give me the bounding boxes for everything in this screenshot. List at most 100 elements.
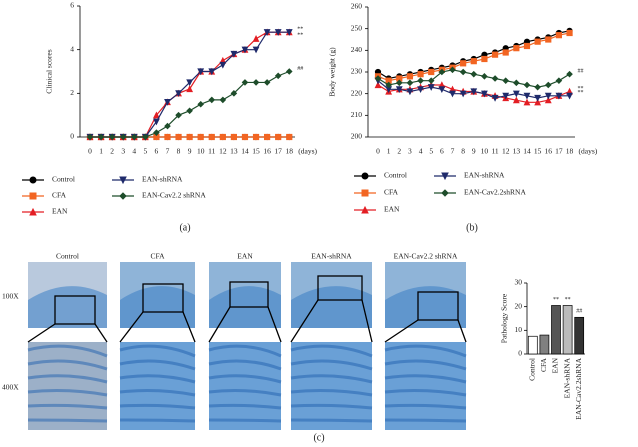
x-axis-label: (days) [298,147,317,156]
marker [459,68,467,76]
value-label: ** [565,297,571,303]
marker [208,133,215,141]
y-tick-label: 0 [70,132,74,141]
marker [119,133,127,141]
legend-label: CFA [52,191,67,200]
x-tick-label: EAN-shRNA [562,357,571,398]
x-tick-label: 17 [555,147,563,156]
tissue [208,418,282,423]
x-tick-label: 2 [397,147,401,156]
x-axis-label: (days) [579,147,598,156]
marker [252,35,260,42]
marker [491,94,499,102]
marker [164,133,171,141]
marker [275,133,282,141]
tissue [119,359,196,371]
marker [566,70,573,78]
x-tick-label: 5 [429,147,433,156]
row-label: 100X [2,292,19,301]
tissue [290,389,373,397]
tissue [290,403,373,410]
image-400x [385,342,466,430]
zoom-line [457,319,467,343]
legend-label: EAN [384,205,400,214]
image-400x [209,342,281,430]
y-axis-label: Pathology Score [500,293,509,343]
tissue [27,418,108,423]
marker [428,68,435,76]
tissue [384,374,467,384]
legend-label: Control [52,175,75,184]
panel-label: (b) [466,222,478,233]
marker [523,42,531,50]
tissue [27,403,108,410]
panel-label: (a) [179,222,190,233]
tissue [208,374,282,384]
x-tick-label: 16 [263,147,271,156]
marker [502,49,509,56]
marker [241,133,249,141]
marker [230,50,238,58]
x-tick-label: 4 [419,147,423,156]
bar [539,334,550,355]
tissue [27,389,108,397]
x-tick-label: 7 [166,147,170,156]
marker [491,75,499,82]
zoom-line [361,299,373,343]
annotation: ** [297,33,303,39]
zoom-box [417,291,459,321]
marker [197,68,205,76]
column-label: Control [56,252,79,261]
marker [263,29,271,36]
marker [512,90,520,98]
legend-label: EAN [52,207,68,216]
x-tick-label: 10 [197,147,205,156]
x-tick-label: 10 [481,147,489,156]
x-tick-label: 15 [534,147,542,156]
y-axis-label: Clinical scores [45,49,54,93]
marker [417,77,424,84]
marker [164,122,171,130]
y-tick-label: 260 [351,2,363,11]
marker [470,88,478,96]
marker [427,84,435,91]
bar [574,316,585,355]
x-tick-label: 9 [188,147,192,156]
x-tick-label: 0 [88,147,92,156]
tissue [290,374,373,384]
marker [459,90,467,98]
marker [427,77,435,84]
zoom-line [94,323,108,343]
tissue [119,418,196,423]
marker [252,79,260,86]
zoom-box [54,295,96,325]
marker [534,83,541,91]
tissue [290,359,373,371]
marker [119,176,127,185]
marker [186,79,194,87]
tissue [27,359,108,371]
marker [197,133,204,141]
x-tick-label: 4 [132,147,136,156]
x-tick-label: 18 [286,147,294,156]
tissue [27,344,108,358]
marker [197,100,205,108]
marker [513,79,520,87]
tissue [208,359,282,371]
x-tick-label: 12 [502,147,510,156]
marker [523,98,531,106]
y-tick-label: 2 [70,88,74,97]
tissue [384,344,467,358]
zoom-line [182,311,196,343]
marker [219,133,226,141]
marker [566,92,573,100]
y-tick-label: 210 [351,110,363,119]
x-tick-label: 2 [110,147,114,156]
marker [108,133,116,141]
x-tick-label: 18 [566,147,574,156]
tissue [119,344,196,358]
tissue [384,359,467,371]
zoom-line [267,306,282,343]
marker [502,77,510,84]
marker [438,68,446,76]
